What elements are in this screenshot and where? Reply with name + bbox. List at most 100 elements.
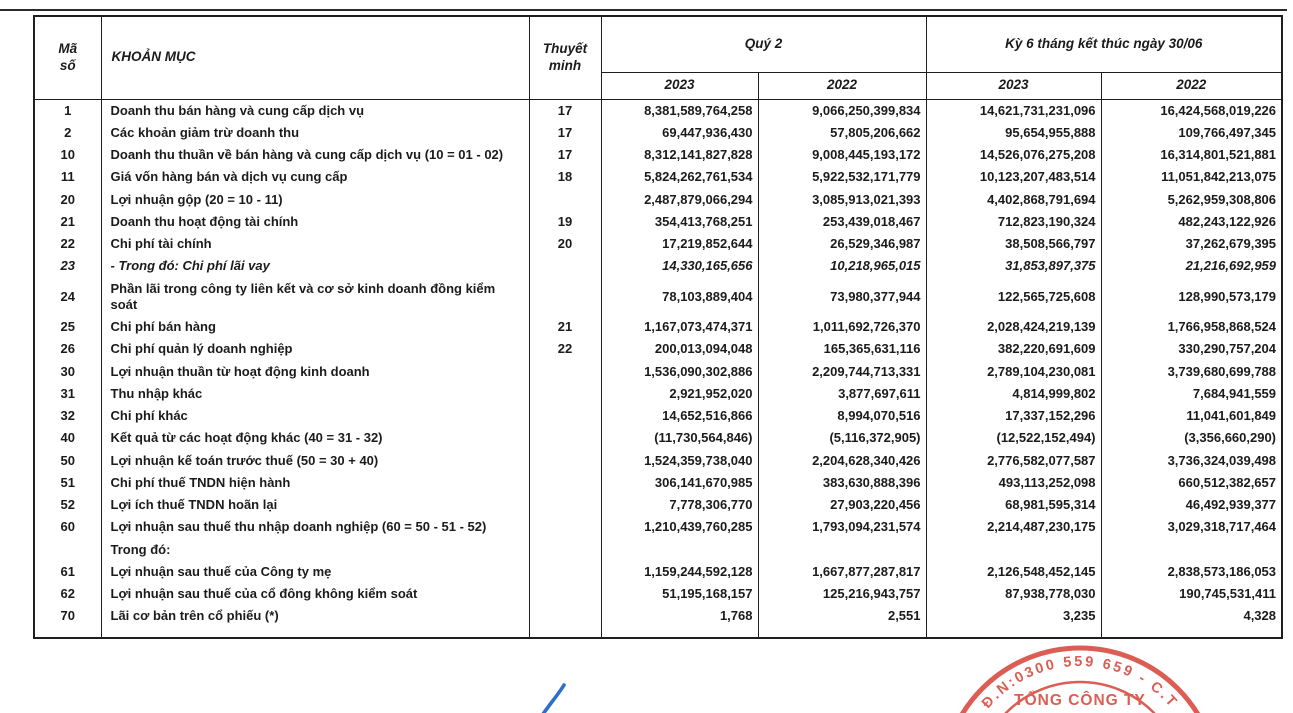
- row-label: Chi phí thuế TNDN hiện hành: [100, 471, 530, 494]
- table-row: 25 Chi phí bán hàng 21 1,167,073,474,371 1,0…: [33, 316, 1283, 339]
- row-note: [528, 449, 602, 472]
- row-code: 21: [33, 210, 102, 233]
- value-h1-2022: 109,766,497,345: [1100, 121, 1283, 144]
- table-row: 22 Chi phí tài chính 20 17,219,852,644 26,52…: [33, 233, 1283, 256]
- row-code: 22: [33, 233, 102, 256]
- row-label: Lợi nhuận sau thuế của cổ đông không kiể…: [100, 583, 530, 606]
- table-row: 52 Lợi ích thuế TNDN hoãn lại 7,778,306,77…: [33, 494, 1283, 517]
- value-q2-2022: 73,980,377,944: [757, 277, 927, 316]
- row-code: 62: [33, 583, 102, 606]
- row-label: Kết quả từ các hoạt động khác (40 = 31 -…: [100, 427, 530, 450]
- table-row: 30 Lợi nhuận thuần từ hoạt động kinh doan…: [33, 360, 1283, 383]
- value-h1-2022: 482,243,122,926: [1100, 210, 1283, 233]
- row-note: 18: [528, 166, 602, 189]
- header-year-6m-2022: 2022: [1100, 71, 1283, 100]
- value-h1-2022: 660,512,382,657: [1100, 471, 1283, 494]
- income-statement-table: Mã số KHOẢN MỤC Thuyết minh Quý 2 Kỳ 6 t…: [33, 15, 1284, 639]
- row-label: Lợi nhuận sau thuế thu nhập doanh nghiệp…: [100, 516, 530, 539]
- value-q2-2022: 2,204,628,340,426: [757, 449, 927, 472]
- row-code: 40: [33, 427, 102, 450]
- table-row: 1 Doanh thu bán hàng và cung cấp dịch vụ 1…: [33, 99, 1283, 122]
- row-code: 31: [33, 382, 102, 405]
- value-h1-2023: (12,522,152,494): [925, 427, 1102, 450]
- value-q2-2023: [600, 538, 759, 561]
- value-q2-2022: 8,994,070,516: [757, 405, 927, 428]
- row-note: [528, 405, 602, 428]
- value-h1-2022: 1,766,958,868,524: [1100, 316, 1283, 339]
- header-year-q2-2022: 2022: [757, 71, 927, 100]
- value-h1-2023: 38,508,566,797: [925, 233, 1102, 256]
- value-h1-2023: 2,776,582,077,587: [925, 449, 1102, 472]
- value-q2-2022: 253,439,018,467: [757, 210, 927, 233]
- row-code: 1: [33, 99, 102, 122]
- value-h1-2022: 21,216,692,959: [1100, 255, 1283, 278]
- value-q2-2023: 14,330,165,656: [600, 255, 759, 278]
- value-h1-2022: 3,739,680,699,788: [1100, 360, 1283, 383]
- table-row: 24 Phần lãi trong công ty liên kết và cơ …: [33, 277, 1283, 316]
- header-group-6m: Kỳ 6 tháng kết thúc ngày 30/06: [925, 15, 1283, 73]
- table-row: 40 Kết quả từ các hoạt động khác (40 = 31…: [33, 427, 1283, 450]
- value-h1-2022: 16,314,801,521,881: [1100, 144, 1283, 167]
- row-label: Lợi nhuận sau thuế của Công ty mẹ: [100, 560, 530, 583]
- spacer-cell: [757, 627, 927, 638]
- row-code: 10: [33, 144, 102, 167]
- table-row: 31 Thu nhập khác 2,921,952,020 3,877,697,61…: [33, 382, 1283, 405]
- value-q2-2023: 2,921,952,020: [600, 382, 759, 405]
- value-h1-2023: 87,938,778,030: [925, 583, 1102, 606]
- value-h1-2022: 3,736,324,039,498: [1100, 449, 1283, 472]
- stamp-outer-ring: [959, 645, 1201, 713]
- value-h1-2022: 190,745,531,411: [1100, 583, 1283, 606]
- value-h1-2022: 11,051,842,213,075: [1100, 166, 1283, 189]
- value-h1-2022: [1100, 538, 1283, 561]
- row-code: 61: [33, 560, 102, 583]
- value-q2-2023: 1,159,244,592,128: [600, 560, 759, 583]
- table-row: 62 Lợi nhuận sau thuế của cổ đông không k…: [33, 583, 1283, 606]
- spacer-cell: [33, 627, 102, 638]
- value-q2-2023: 1,536,090,302,886: [600, 360, 759, 383]
- value-h1-2022: 128,990,573,179: [1100, 277, 1283, 316]
- header-item: KHOẢN MỤC: [100, 15, 530, 100]
- row-note: 19: [528, 210, 602, 233]
- value-q2-2022: 3,877,697,611: [757, 382, 927, 405]
- value-q2-2022: 5,922,532,171,779: [757, 166, 927, 189]
- table-row: 70 Lãi cơ bản trên cổ phiếu (*) 1,768 2,551…: [33, 605, 1283, 628]
- value-q2-2023: 17,219,852,644: [600, 233, 759, 256]
- row-note: 17: [528, 99, 602, 122]
- value-h1-2023: 122,565,725,608: [925, 277, 1102, 316]
- stamp-inner-ring: [1004, 680, 1156, 713]
- value-q2-2022: 1,667,877,287,817: [757, 560, 927, 583]
- table-row: 50 Lợi nhuận kế toán trước thuế (50 = 30 …: [33, 449, 1283, 472]
- row-label: Doanh thu bán hàng và cung cấp dịch vụ: [100, 99, 530, 122]
- top-rule-divider: [0, 9, 1287, 11]
- value-h1-2022: 5,262,959,308,806: [1100, 188, 1283, 211]
- value-q2-2023: 8,312,141,827,828: [600, 144, 759, 167]
- row-code: 52: [33, 494, 102, 517]
- row-code: 2: [33, 121, 102, 144]
- row-code: 51: [33, 471, 102, 494]
- table-row: 26 Chi phí quản lý doanh nghiệp 22 200,013,…: [33, 338, 1283, 361]
- company-stamp: Đ.N:0300 559 659 - C.T TỔNG CÔNG TY: [959, 645, 1201, 713]
- value-q2-2023: 306,141,670,985: [600, 471, 759, 494]
- value-h1-2023: 17,337,152,296: [925, 405, 1102, 428]
- row-label: Chi phí khác: [100, 405, 530, 428]
- row-label: Các khoản giảm trừ doanh thu: [100, 121, 530, 144]
- row-note: [528, 538, 602, 561]
- value-h1-2023: 14,621,731,231,096: [925, 99, 1102, 122]
- value-h1-2022: 16,424,568,019,226: [1100, 99, 1283, 122]
- value-q2-2023: 78,103,889,404: [600, 277, 759, 316]
- table-row: 60 Lợi nhuận sau thuế thu nhập doanh nghi…: [33, 516, 1283, 539]
- row-label: Trong đó:: [100, 538, 530, 561]
- row-note: [528, 382, 602, 405]
- value-h1-2022: 330,290,757,204: [1100, 338, 1283, 361]
- row-note: 21: [528, 316, 602, 339]
- row-label: Lợi ích thuế TNDN hoãn lại: [100, 494, 530, 517]
- spacer-cell: [528, 627, 602, 638]
- table-row: 51 Chi phí thuế TNDN hiện hành 306,141,670…: [33, 471, 1283, 494]
- value-q2-2022: 10,218,965,015: [757, 255, 927, 278]
- value-h1-2023: 31,853,897,375: [925, 255, 1102, 278]
- value-h1-2023: 2,028,424,219,139: [925, 316, 1102, 339]
- table-row: 23- Trong đó: Chi phí lãi vay 14,330,165,…: [33, 255, 1283, 278]
- value-h1-2022: 11,041,601,849: [1100, 405, 1283, 428]
- header-group-q2: Quý 2: [600, 15, 927, 73]
